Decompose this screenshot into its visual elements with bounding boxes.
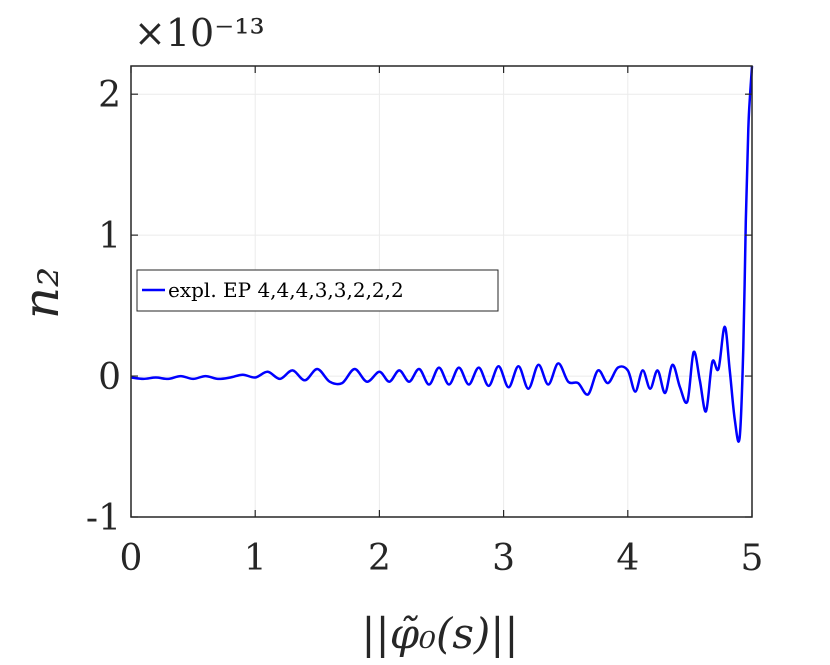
x-tick-label: 5: [741, 538, 764, 579]
y-tick-label: 1: [98, 216, 121, 257]
y-tick-labels: -1 0 1 2: [86, 75, 121, 539]
legend-box: [136, 269, 499, 312]
y-exponent-label: ×10⁻¹³: [134, 11, 265, 55]
y-axis-title: n₂: [12, 267, 70, 319]
x-tick-label: 0: [120, 538, 143, 579]
y-tick-label: 0: [98, 357, 121, 398]
series-line: [130, 65, 754, 443]
x-axis-title: ||φ̃₀(s)||: [361, 609, 518, 658]
x-tick-label: 3: [492, 538, 515, 579]
x-tick-label: 1: [244, 538, 267, 579]
tick-marks: [130, 66, 753, 518]
y-tick-label: -1: [86, 498, 121, 539]
plot-area-frame: [130, 65, 753, 518]
series-layer: [130, 65, 754, 443]
y-tick-label: 2: [98, 75, 121, 116]
legend: expl. EP 4,4,4,3,3,2,2,2: [136, 269, 499, 312]
x-tick-label: 2: [368, 538, 391, 579]
x-tick-labels: 0 1 2 3 4 5: [120, 538, 764, 579]
legend-label: expl. EP 4,4,4,3,3,2,2,2: [168, 278, 404, 302]
x-tick-label: 4: [616, 538, 639, 579]
